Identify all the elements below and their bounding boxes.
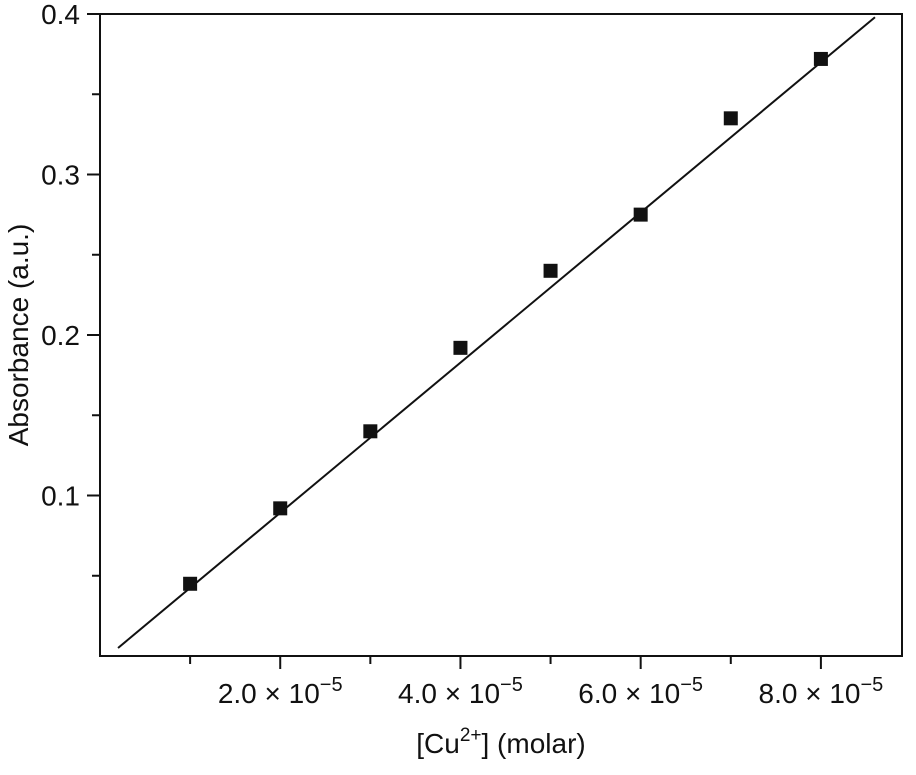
x-tick-label: 8.0 × 10−5 — [759, 674, 884, 709]
y-tick-label: 0.1 — [41, 481, 80, 512]
data-point — [363, 424, 378, 439]
data-point — [723, 111, 738, 126]
y-tick-label: 0.2 — [41, 320, 80, 351]
data-point — [453, 340, 468, 355]
data-point — [273, 501, 288, 516]
fit-line — [117, 16, 876, 649]
x-tick-label: 2.0 × 10−5 — [218, 674, 343, 709]
plot-frame — [99, 13, 903, 657]
data-point — [633, 207, 648, 222]
y-tick-label: 0.3 — [41, 160, 80, 191]
y-axis-title: Absorbance (a.u.) — [3, 224, 34, 447]
x-axis-title: [Cu2+] (molar) — [416, 725, 585, 759]
data-point — [813, 51, 828, 66]
y-tick-label: 0.4 — [41, 0, 80, 30]
data-point — [543, 263, 558, 278]
x-tick-label: 6.0 × 10−5 — [578, 674, 703, 709]
x-tick-label: 4.0 × 10−5 — [398, 674, 523, 709]
data-point — [183, 576, 198, 591]
